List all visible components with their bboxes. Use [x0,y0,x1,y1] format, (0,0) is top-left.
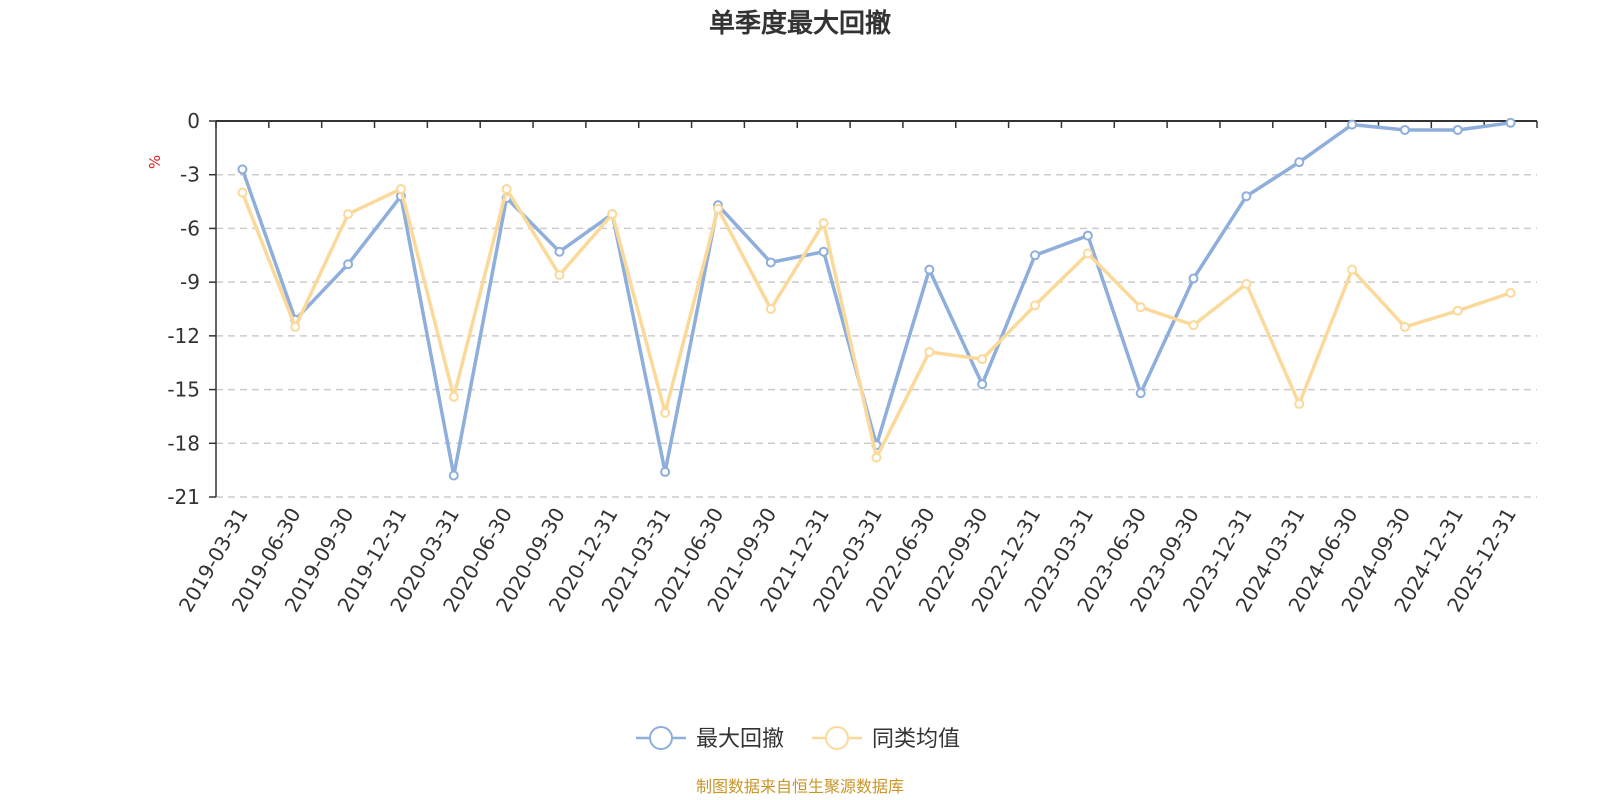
legend-label: 最大回撤 [696,727,784,752]
y-tick-label: -9 [180,270,200,294]
legend-item[interactable]: 同类均值 [812,726,960,752]
y-tick-label: -18 [167,431,200,455]
data-point [765,304,776,314]
data-point [554,246,565,257]
data-point [395,184,406,195]
data-point [1399,124,1410,135]
source-note: 制图数据来自恒生聚源数据库 [696,777,904,796]
data-point [1347,264,1358,275]
data-point [290,321,301,332]
data-point [1188,320,1199,331]
data-point [1505,117,1516,128]
data-point [1241,278,1252,289]
y-tick-label: -12 [167,324,200,348]
data-point [1135,302,1146,313]
data-point [1294,398,1305,409]
y-tick-label: 0 [187,109,200,133]
y-axis-unit: % [146,155,164,169]
data-point [343,209,354,220]
data-point [712,203,723,214]
data-point [237,164,248,175]
data-point [607,209,618,220]
data-point [765,257,776,268]
data-point [924,264,935,275]
legend-item[interactable]: 最大回撤 [636,726,784,752]
data-point [1505,287,1516,298]
data-point [448,391,459,402]
series-1 [237,117,1516,481]
chart-title: 单季度最大回撤 [709,8,891,39]
data-point [237,187,248,198]
data-point [660,407,671,418]
data-point [448,470,459,481]
data-point [501,184,512,195]
data-point [554,269,565,280]
series-2 [237,184,1516,463]
y-tick-label: -3 [180,163,200,187]
legend[interactable]: 最大回撤 同类均值 [636,726,960,752]
data-point [1030,300,1041,311]
data-point [977,379,988,390]
data-point [1241,191,1252,202]
data-point [1452,124,1463,135]
data-point [977,354,988,365]
legend-marker [649,726,673,750]
legend-label: 同类均值 [872,727,960,752]
data-point [818,246,829,257]
series-line [240,121,1511,478]
data-point [1082,248,1093,259]
data-point [1347,119,1358,130]
data-point [1294,157,1305,168]
data-point [1452,305,1463,316]
data-point [1135,388,1146,399]
data-point [660,466,671,477]
data-point [1188,273,1199,284]
data-point [818,218,829,229]
data-point [924,346,935,357]
data-point [1030,250,1041,261]
data-point [871,452,882,463]
legend-marker [825,726,849,750]
data-point [1082,230,1093,241]
y-tick-label: -21 [167,485,200,509]
data-point [343,259,354,270]
series-lines [237,117,1516,481]
y-tick-label: -15 [167,378,200,402]
data-point [1399,321,1410,332]
y-tick-label: -6 [180,216,200,240]
series-line [240,187,1512,460]
